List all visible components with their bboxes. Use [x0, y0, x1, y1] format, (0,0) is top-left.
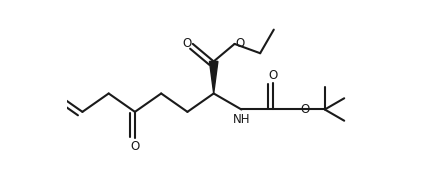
Text: O: O [182, 37, 192, 50]
Text: O: O [130, 140, 139, 153]
Text: O: O [269, 69, 278, 82]
Text: NH: NH [233, 113, 250, 126]
Polygon shape [209, 61, 218, 94]
Text: O: O [235, 36, 245, 50]
Text: O: O [301, 103, 310, 116]
